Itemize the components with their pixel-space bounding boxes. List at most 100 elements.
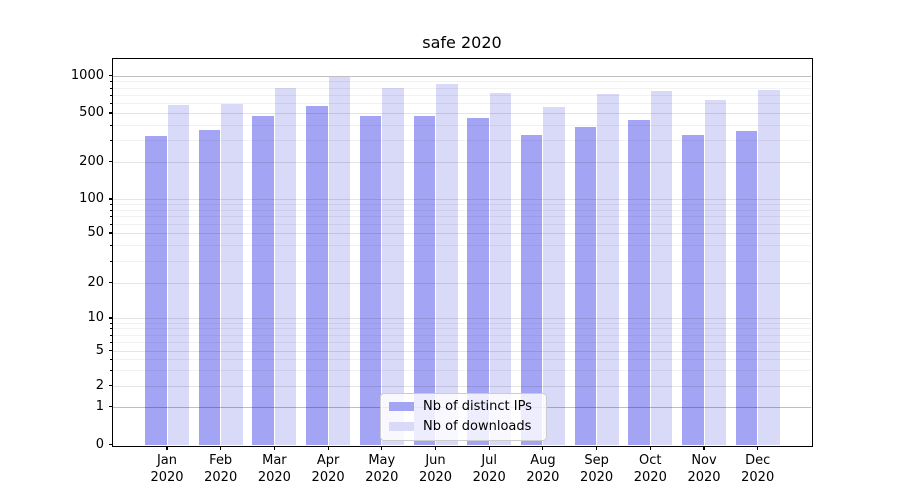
y-tick-label-200: 200	[79, 153, 104, 169]
y-tick-label-100: 100	[79, 191, 104, 206]
bar-downloads-apr	[328, 77, 351, 445]
x-tick-year: 2020	[472, 470, 506, 485]
x-axis-tick-may	[381, 446, 383, 450]
y-tick-label-500: 500	[79, 105, 104, 120]
y-axis-minortick-300	[110, 140, 113, 142]
x-tick-year: 2020	[526, 470, 560, 485]
bar-downloads-feb	[221, 103, 243, 445]
x-tick-label-dec: Dec 2020	[730, 452, 786, 486]
x-tick-month: Feb	[209, 453, 233, 468]
x-tick-label-jan: Jan 2020	[139, 452, 195, 486]
bar-distinct-ips-jan	[145, 135, 167, 445]
x-tick-label-oct: Oct 2020	[622, 452, 678, 486]
y-tick-label-2: 2	[95, 377, 104, 393]
y-axis-minortick-700	[110, 94, 113, 96]
y-axis-minortick-40	[110, 245, 113, 247]
x-tick-year: 2020	[150, 470, 184, 485]
x-tick-label-nov: Nov 2020	[676, 452, 732, 486]
y-tick-label-50: 50	[87, 225, 104, 240]
y-axis-tick-200	[108, 160, 113, 163]
legend-label-distinct-ips: Nb of distinct IPs	[423, 399, 532, 414]
y-axis-minortick-8	[110, 328, 113, 330]
y-axis-minortick-4	[110, 359, 113, 361]
y-axis-minortick-60	[110, 224, 113, 226]
legend-entry-downloads: Nb of downloads	[389, 419, 538, 434]
x-axis-tick-jun	[434, 446, 437, 450]
x-tick-year: 2020	[580, 470, 614, 485]
bar-distinct-ips-sep	[574, 126, 597, 445]
y-axis-minortick-900	[110, 81, 113, 83]
gridline-major-1000	[113, 75, 811, 77]
y-axis-minortick-6	[110, 341, 113, 343]
bar-distinct-ips-jul	[467, 117, 489, 445]
y-axis-minortick-9	[110, 322, 113, 324]
bar-distinct-ips-aug	[520, 134, 543, 445]
x-tick-label-may: May 2020	[354, 452, 410, 486]
legend: Nb of distinct IPs Nb of downloads	[380, 393, 547, 441]
x-tick-label-mar: Mar 2020	[246, 452, 302, 486]
x-tick-year: 2020	[741, 470, 775, 485]
bar-distinct-ips-nov	[682, 134, 704, 445]
y-axis-tick-1	[108, 405, 113, 408]
x-tick-label-feb: Feb 2020	[193, 452, 249, 486]
bar-distinct-ips-oct	[628, 120, 650, 445]
x-tick-label-jun: Jun 2020	[408, 452, 464, 486]
y-axis-minortick-30	[110, 260, 113, 262]
bar-distinct-ips-may	[359, 116, 382, 445]
y-axis-tick-100	[108, 198, 113, 200]
x-tick-month: Sep	[584, 453, 609, 468]
y-tick-label-0: 0	[95, 436, 104, 452]
y-axis-minortick-400	[110, 124, 113, 126]
x-tick-year: 2020	[257, 470, 291, 485]
x-tick-year: 2020	[633, 470, 667, 485]
bar-downloads-nov	[704, 100, 726, 445]
x-tick-month: May	[368, 453, 396, 468]
x-tick-month: Jun	[425, 453, 446, 468]
x-axis-tick-sep	[596, 446, 598, 450]
x-tick-month: Mar	[262, 453, 287, 468]
legend-entry-distinct-ips: Nb of distinct IPs	[389, 399, 538, 414]
gridline-minor-700	[113, 94, 811, 96]
y-axis-tick-50	[108, 232, 113, 234]
bar-distinct-ips-feb	[198, 129, 221, 445]
x-tick-label-jul: Jul 2020	[461, 452, 517, 486]
bar-downloads-jul	[489, 93, 512, 445]
y-tick-label-20: 20	[87, 274, 104, 290]
x-tick-label-apr: Apr 2020	[300, 452, 356, 486]
x-axis-tick-jul	[488, 446, 490, 450]
bar-downloads-aug	[543, 106, 565, 445]
y-axis-minortick-7	[110, 334, 113, 336]
chart-title: safe 2020	[422, 33, 502, 52]
y-axis-minortick-600	[110, 103, 113, 105]
x-tick-month: Jan	[156, 453, 178, 468]
gridline-minor-900	[113, 81, 811, 83]
x-tick-label-sep: Sep 2020	[569, 452, 625, 486]
x-tick-year: 2020	[311, 470, 345, 485]
y-axis-minortick-90	[110, 204, 113, 206]
bar-distinct-ips-dec	[735, 131, 758, 445]
bar-downloads-oct	[650, 91, 673, 445]
bar-downloads-jan	[167, 105, 189, 445]
bar-downloads-sep	[597, 93, 619, 445]
x-tick-month: Aug	[530, 453, 556, 468]
legend-swatch-distinct-ips	[389, 402, 414, 411]
y-tick-label-5: 5	[95, 342, 104, 358]
bar-distinct-ips-mar	[252, 115, 274, 445]
y-axis-tick-500	[108, 112, 113, 114]
bar-distinct-ips-jun	[413, 115, 435, 445]
plot-area	[113, 59, 811, 445]
x-tick-month: Nov	[691, 453, 717, 468]
x-axis-tick-oct	[649, 446, 651, 450]
legend-swatch-downloads	[389, 422, 414, 431]
x-axis-tick-mar	[273, 446, 275, 450]
x-tick-month: Dec	[745, 453, 771, 468]
x-tick-year: 2020	[418, 470, 453, 485]
y-axis-tick-0	[108, 444, 113, 446]
y-tick-label-1000: 1000	[70, 67, 104, 83]
gridline-minor-800	[113, 87, 811, 89]
y-axis-tick-10	[108, 317, 113, 319]
x-tick-year: 2020	[687, 470, 721, 485]
y-tick-label-10: 10	[87, 310, 104, 325]
x-tick-month: Apr	[316, 453, 340, 468]
bar-downloads-jun	[436, 83, 458, 445]
